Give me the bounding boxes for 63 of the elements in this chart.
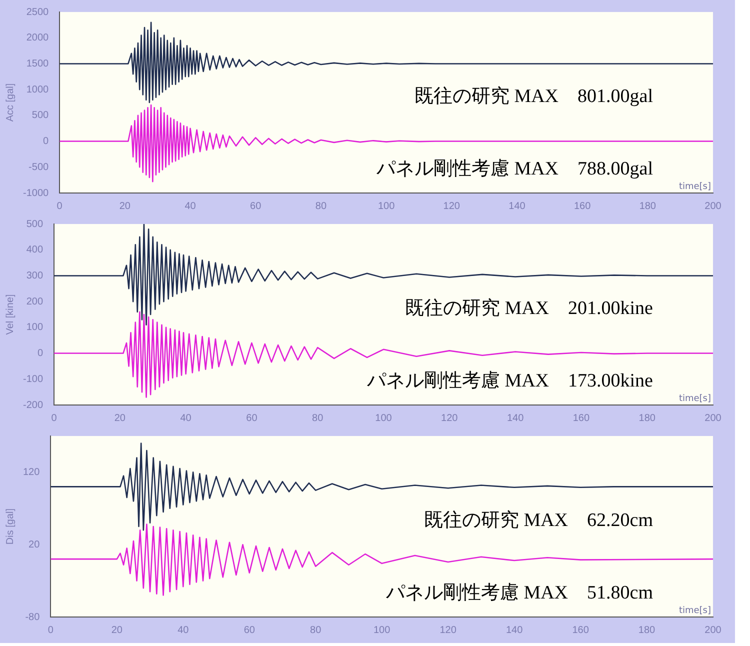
annotation: 既往の研究 MAX 201.00kine (404, 297, 653, 320)
x-tick-label: 140 (506, 624, 524, 636)
x-axis-title: time[s] (678, 394, 711, 404)
x-axis-title: time[s] (678, 606, 711, 616)
y-tick-label: 1500 (26, 58, 50, 70)
x-tick-label: 200 (704, 412, 722, 424)
x-tick-label: 100 (375, 412, 392, 424)
x-tick-label: 100 (378, 200, 396, 212)
x-tick-label: 180 (638, 412, 656, 424)
x-tick-label: 200 (704, 624, 722, 636)
y-tick-label: 300 (26, 270, 44, 282)
y-tick-label: 500 (32, 110, 50, 122)
x-tick-label: 180 (639, 200, 656, 212)
y-tick-label: 0 (37, 348, 44, 360)
y-axis-title: Vel [kine] (4, 294, 16, 335)
x-tick-label: 160 (574, 200, 592, 212)
x-tick-label: 20 (114, 412, 126, 424)
y-tick-label: 100 (26, 322, 44, 334)
y-tick-label: 2500 (26, 6, 50, 18)
x-tick-label: 160 (572, 624, 590, 636)
x-tick-label: 40 (178, 624, 190, 636)
x-tick-label: 180 (638, 624, 656, 636)
x-tick-label: 60 (246, 412, 258, 424)
x-tick-label: 120 (443, 200, 460, 212)
y-tick-label: -500 (28, 162, 50, 173)
x-tick-label: 80 (310, 624, 322, 636)
x-tick-label: 120 (440, 624, 457, 636)
x-tick-label: 140 (508, 200, 526, 212)
x-tick-label: 40 (180, 412, 192, 424)
y-tick-label: 200 (26, 296, 44, 308)
x-tick-label: 40 (184, 200, 196, 212)
x-tick-label: 200 (704, 200, 722, 212)
y-axis-title: Dis [gal] (4, 508, 16, 545)
x-tick-label: 160 (572, 412, 590, 424)
annotation: パネル剛性考慮 MAX 788.00gal (375, 158, 653, 180)
y-tick-label: 0 (43, 136, 50, 148)
annotation: パネル剛性考慮 MAX 173.00kine (366, 370, 653, 392)
x-tick-label: 0 (56, 200, 63, 212)
y-tick-label: -80 (25, 612, 40, 623)
y-tick-label: 2000 (26, 32, 50, 44)
x-tick-label: 60 (250, 200, 262, 212)
y-tick-label: -1000 (23, 188, 50, 199)
y-tick-label: -200 (23, 400, 44, 411)
x-tick-label: 0 (51, 412, 58, 424)
x-tick-label: 80 (312, 412, 324, 424)
x-tick-label: 20 (111, 624, 123, 636)
y-tick-label: 400 (26, 244, 44, 256)
annotation: 既往の研究 MAX 62.20cm (424, 509, 654, 532)
y-tick-label: -100 (23, 374, 44, 385)
x-tick-label: 100 (374, 624, 391, 636)
y-tick-label: 500 (26, 218, 44, 230)
x-tick-label: 80 (315, 200, 327, 212)
y-tick-label: 20 (28, 539, 40, 550)
y-axis-title: Acc [gal] (4, 83, 16, 122)
x-tick-label: 140 (506, 412, 524, 424)
x-axis-title: time[s] (678, 182, 711, 192)
annotation: 既往の研究 MAX 801.00gal (414, 85, 653, 108)
annotation: パネル剛性考慮 MAX 51.80cm (384, 582, 654, 604)
y-tick-label: 120 (22, 466, 40, 478)
x-tick-label: 20 (119, 200, 131, 212)
x-tick-label: 60 (244, 624, 256, 636)
x-tick-label: 120 (441, 412, 458, 424)
y-tick-label: 1000 (26, 84, 50, 96)
